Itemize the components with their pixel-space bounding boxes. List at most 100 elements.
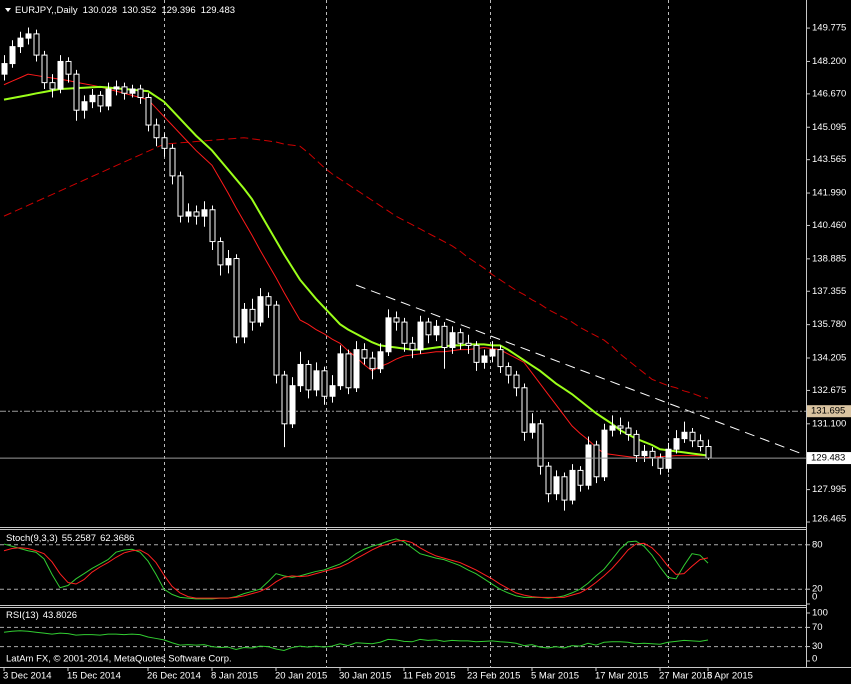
y-tick-label: 143.565 xyxy=(812,154,846,165)
ohlc-value: 129.483 xyxy=(201,5,235,16)
candle-body xyxy=(473,344,480,363)
candle-body xyxy=(633,433,640,457)
symbol: EURJPY,,Daily xyxy=(15,5,78,16)
candle-body xyxy=(257,296,264,323)
y-tick-label: 70 xyxy=(812,622,823,633)
ohlc-value: 130.028 xyxy=(83,5,117,16)
candle-body xyxy=(97,94,104,107)
moving-average xyxy=(3,85,709,457)
x-tick-label: 23 Feb 2015 xyxy=(467,671,520,682)
candle-body xyxy=(425,321,432,336)
candle-body xyxy=(385,317,392,353)
indicator-name: RSI(13) xyxy=(6,610,39,621)
candle-body xyxy=(321,370,328,397)
ohlc-value: 130.352 xyxy=(122,5,156,16)
candle-body xyxy=(577,469,584,486)
candle-body xyxy=(217,241,224,266)
candle-body xyxy=(449,332,456,349)
y-tick-label: 148.200 xyxy=(812,56,846,67)
candle-body xyxy=(193,211,200,217)
candle-body xyxy=(409,342,416,351)
candle-body xyxy=(545,465,552,495)
candle-body xyxy=(345,353,352,389)
candle-body xyxy=(481,355,488,363)
x-tick-label: 3 Dec 2014 xyxy=(3,671,52,682)
candle-body xyxy=(233,258,240,338)
x-tick-label: 8 Jan 2015 xyxy=(211,671,258,682)
candle-body xyxy=(241,308,248,338)
candle-body xyxy=(57,60,64,90)
candle-body xyxy=(593,444,600,478)
indicator-value: 55.2587 xyxy=(62,533,96,544)
y-tick-label: 149.775 xyxy=(812,23,846,34)
candle-body xyxy=(49,82,56,90)
y-tick-label: 0 xyxy=(812,592,817,603)
y-tick-label: 80 xyxy=(812,539,823,550)
candle-body xyxy=(105,88,112,107)
candle-body xyxy=(641,450,648,457)
candle-body xyxy=(329,385,336,397)
indicator-value: 43.8026 xyxy=(43,610,77,621)
indicator-line xyxy=(3,539,709,599)
x-tick-label: 15 Dec 2014 xyxy=(67,671,121,682)
x-tick-label: 5 Mar 2015 xyxy=(531,671,579,682)
indicator-line xyxy=(3,630,709,651)
price-label: 129.483 xyxy=(811,453,845,464)
ohlc-value: 129.396 xyxy=(161,5,195,16)
candle-body xyxy=(113,86,120,90)
candle-body xyxy=(137,88,144,98)
candle-body xyxy=(33,33,40,56)
candle-body xyxy=(153,124,160,139)
candle-body xyxy=(89,94,96,103)
y-tick-label: 137.355 xyxy=(812,286,846,297)
candle-body xyxy=(369,357,376,370)
trend-line xyxy=(355,284,806,456)
indicator-value: 62.3686 xyxy=(100,533,134,544)
candle-body xyxy=(81,101,88,111)
candle-body xyxy=(625,427,632,435)
candle-body xyxy=(505,366,512,376)
candle-body xyxy=(569,469,576,501)
x-tick-label: 30 Jan 2015 xyxy=(339,671,391,682)
candle-body xyxy=(73,73,80,111)
candle-body xyxy=(705,446,712,459)
x-tick-label: 20 Jan 2015 xyxy=(275,671,327,682)
candle-body xyxy=(521,387,528,433)
candle-body xyxy=(561,476,568,501)
candle-body xyxy=(361,349,368,359)
candle-body xyxy=(617,425,624,429)
candle-body xyxy=(281,374,288,425)
y-tick-label: 145.095 xyxy=(812,122,846,133)
candle-body xyxy=(1,63,8,75)
x-tick-label: 26 Dec 2014 xyxy=(147,671,201,682)
candle-body xyxy=(201,209,208,217)
candle-body xyxy=(601,429,608,478)
y-tick-label: 134.205 xyxy=(812,353,846,364)
candle-body xyxy=(305,363,312,391)
candle-body xyxy=(585,444,592,486)
candle-body xyxy=(441,325,448,349)
candle-body xyxy=(25,33,32,39)
candle-body xyxy=(337,353,344,387)
indicator-title: RSI(13) 43.8026 xyxy=(6,610,77,621)
candle-body xyxy=(145,96,152,126)
candle-body xyxy=(433,325,440,336)
candle-body xyxy=(41,54,48,84)
candle-body xyxy=(673,438,680,450)
candle-body xyxy=(649,450,656,459)
candle-body xyxy=(513,374,520,389)
candle-body xyxy=(65,60,72,75)
x-tick-label: 17 Mar 2015 xyxy=(595,671,648,682)
y-tick-label: 30 xyxy=(812,641,823,652)
candle-body xyxy=(265,296,272,306)
y-tick-label: 127.995 xyxy=(812,484,846,495)
candle-body xyxy=(121,86,128,94)
candle-body xyxy=(225,258,232,266)
y-tick-label: 100 xyxy=(812,608,828,619)
candle-body xyxy=(313,370,320,391)
candle-body xyxy=(665,448,672,469)
candle-body xyxy=(161,137,168,149)
y-tick-label: 126.465 xyxy=(812,514,846,525)
